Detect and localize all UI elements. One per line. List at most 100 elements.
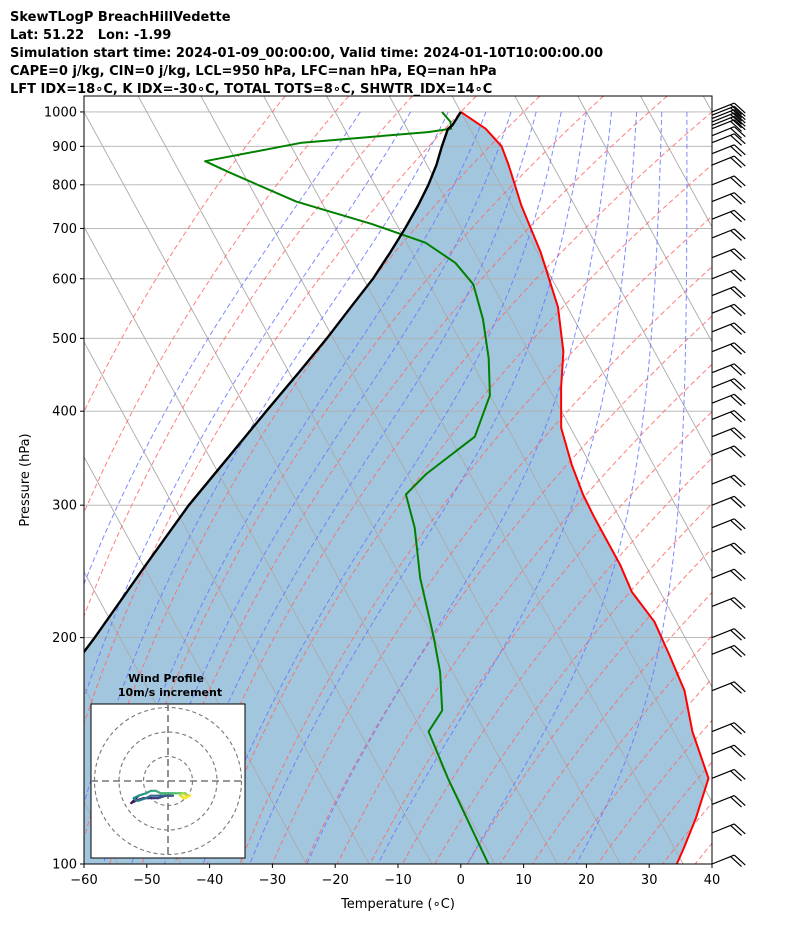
moist-adiabat-line	[130, 111, 512, 864]
isotherm-line	[514, 96, 712, 458]
indices-line: LFT IDX=18∘C, K IDX=-30∘C, TOTAL TOTS=8∘…	[10, 82, 493, 97]
isotherm-line	[640, 96, 712, 228]
wind-barb	[711, 209, 746, 223]
y-tick-label: 700	[52, 222, 77, 237]
dry-adiabat-line	[239, 215, 712, 864]
y-tick-label: 300	[52, 499, 77, 514]
wind-barb	[711, 286, 746, 299]
dry-adiabat-line	[694, 842, 712, 864]
y-axis-label: Pressure (hPa)	[18, 433, 33, 526]
x-tick-label: 0	[457, 873, 465, 888]
dry-adiabat-line	[434, 502, 712, 864]
wind-barb	[711, 410, 746, 423]
x-tick-label: 10	[515, 873, 532, 888]
wind-barb	[711, 126, 746, 139]
chart-header: SkewTLogP BreachHillVedette Lat: 51.22 L…	[10, 9, 603, 99]
hodograph-trace-segment	[137, 797, 148, 802]
moist-adiabat-line	[466, 111, 663, 864]
wind-barb	[711, 192, 746, 205]
moist-adiabat-line	[249, 111, 587, 864]
wind-barb	[711, 644, 746, 658]
hodograph-subtitle: 10m/s increment	[118, 686, 222, 699]
wind-barb	[711, 112, 746, 125]
wind-barb	[711, 322, 746, 335]
wind-barb	[711, 518, 746, 531]
wind-barb	[711, 342, 746, 355]
wind-barb	[711, 823, 746, 836]
moist-adiabat-line	[84, 111, 361, 586]
isotherm-line	[263, 96, 684, 864]
wind-barb	[711, 681, 746, 694]
y-tick-label: 100	[52, 858, 77, 873]
wind-barb	[711, 474, 746, 488]
wind-barb	[711, 427, 746, 440]
y-tick-label: 800	[52, 178, 77, 193]
isotherm-line	[326, 96, 712, 803]
dry-adiabat-line	[467, 547, 712, 864]
moist-adiabat-line	[202, 111, 562, 864]
y-tick-label: 600	[52, 272, 77, 287]
hodograph-trace-segment	[181, 794, 192, 800]
dry-adiabat-line	[206, 164, 712, 864]
y-tick-label: 500	[52, 332, 77, 347]
dewpoint-profile-line	[204, 111, 491, 864]
dry-adiabat-line	[532, 635, 712, 864]
wind-barb	[711, 378, 746, 391]
y-tick-label: 1000	[44, 105, 77, 120]
wind-barb	[711, 628, 746, 641]
isotherm-line	[84, 341, 370, 864]
wind-barb	[711, 102, 746, 115]
dry-adiabat-line	[304, 315, 712, 864]
wind-barb	[711, 445, 746, 458]
wind-barb	[711, 542, 746, 555]
isotherm-line	[84, 226, 433, 864]
wind-barb	[711, 269, 746, 282]
x-tick-label: −40	[196, 873, 223, 888]
dry-adiabat-line	[84, 96, 350, 514]
wind-barb	[711, 722, 746, 735]
hodograph-trace-segment	[137, 792, 148, 797]
parcel-profile-line	[84, 111, 462, 654]
wind-barb	[711, 854, 746, 868]
wind-barb	[711, 175, 746, 188]
chart-title: SkewTLogP BreachHillVedette	[10, 10, 231, 25]
wind-barb	[711, 597, 746, 610]
x-axis-label: Temperature (∘C)	[340, 897, 455, 912]
wind-barb	[711, 393, 746, 407]
time-line: Simulation start time: 2024-01-09_00:00:…	[10, 46, 603, 61]
wind-barb	[711, 144, 746, 157]
wind-barb	[711, 115, 746, 129]
dry-adiabat-line	[564, 677, 712, 864]
wind-barb	[711, 768, 746, 782]
temperature-profile-line	[460, 111, 710, 864]
moist-adiabat-line	[84, 111, 449, 805]
location-line: Lat: 51.22 Lon: -1.99	[10, 28, 172, 43]
x-tick-label: −10	[384, 873, 411, 888]
isotherm-line	[451, 96, 712, 573]
parcel-area-shading	[84, 111, 709, 864]
hodograph-title: Wind Profile	[128, 672, 204, 685]
isotherm-line	[702, 96, 712, 113]
x-tick-label: 40	[704, 873, 721, 888]
x-tick-label: 20	[578, 873, 595, 888]
moist-adiabat-line	[306, 111, 612, 864]
wind-barb	[711, 228, 746, 241]
dry-adiabat-line	[84, 96, 541, 841]
x-tick-label: −30	[259, 873, 286, 888]
isotherm-line	[84, 110, 496, 864]
isotherm-line	[200, 96, 621, 864]
wind-barb	[711, 248, 746, 261]
moist-adiabat-line	[84, 111, 412, 700]
moist-adiabat-line	[163, 111, 537, 864]
x-tick-label: 30	[641, 873, 658, 888]
isotherm-line	[577, 96, 712, 343]
wind-barb	[711, 363, 746, 376]
moist-adiabat-line	[377, 111, 638, 864]
y-tick-label: 200	[52, 631, 77, 646]
wind-barb	[711, 794, 746, 808]
y-tick-label: 900	[52, 140, 77, 155]
isotherm-line	[137, 96, 558, 864]
wind-barbs	[711, 102, 746, 868]
